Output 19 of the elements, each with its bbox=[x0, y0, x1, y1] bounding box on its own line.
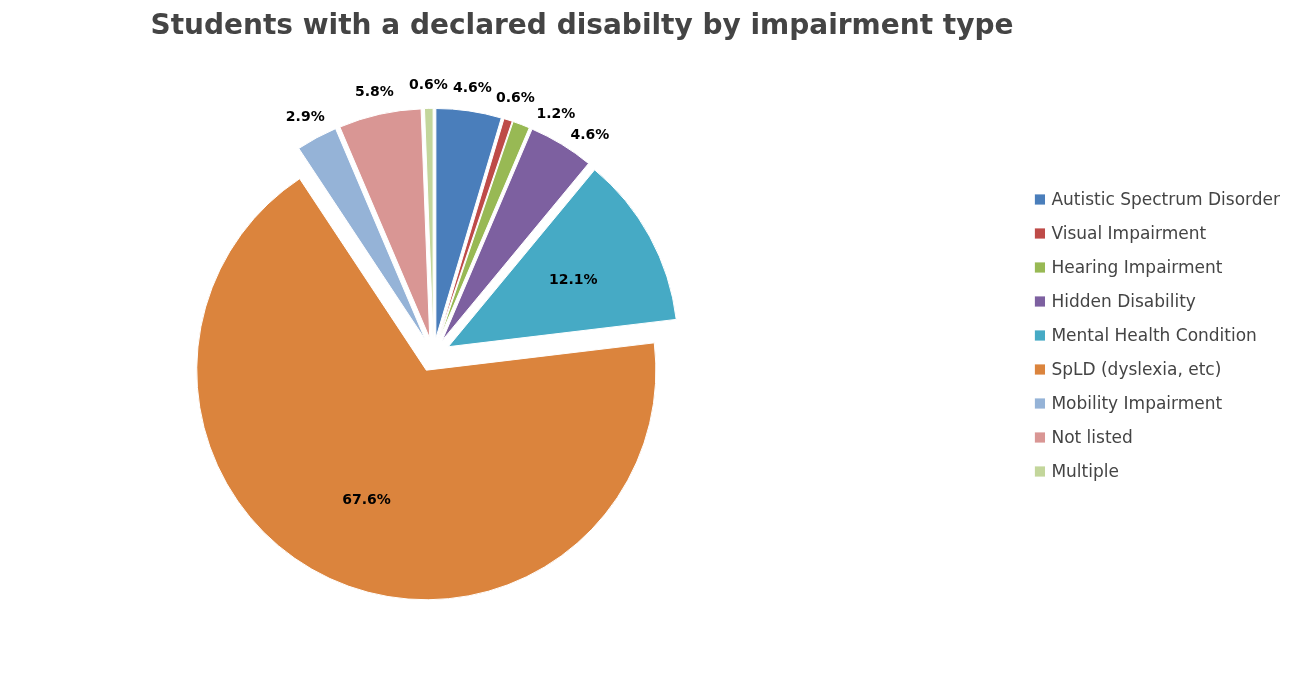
data-label: 1.2% bbox=[536, 105, 576, 122]
legend-label: SpLD (dyslexia, etc) bbox=[1051, 359, 1222, 379]
legend-label: Visual Impairment bbox=[1051, 223, 1207, 243]
data-label: 5.8% bbox=[354, 82, 394, 99]
data-label: 67.6% bbox=[342, 491, 391, 508]
data-label: 0.6% bbox=[408, 76, 448, 93]
legend-label: Autistic Spectrum Disorder bbox=[1051, 189, 1280, 209]
data-label: 4.6% bbox=[453, 78, 492, 95]
legend-label: Multiple bbox=[1051, 461, 1119, 481]
legend-label: Hidden Disability bbox=[1051, 291, 1196, 311]
data-label: 4.6% bbox=[570, 126, 610, 143]
legend-label: Not listed bbox=[1051, 427, 1133, 447]
legend-label: Mental Health Condition bbox=[1051, 325, 1257, 345]
legend-label: Hearing Impairment bbox=[1051, 257, 1223, 277]
chart-title: Students with a declared disabilty by impairment type bbox=[150, 7, 1014, 41]
data-label: 0.6% bbox=[496, 88, 535, 105]
legend-label: Mobility Impairment bbox=[1051, 393, 1223, 413]
data-label: 2.9% bbox=[285, 108, 325, 125]
data-label: 12.1% bbox=[548, 270, 598, 287]
